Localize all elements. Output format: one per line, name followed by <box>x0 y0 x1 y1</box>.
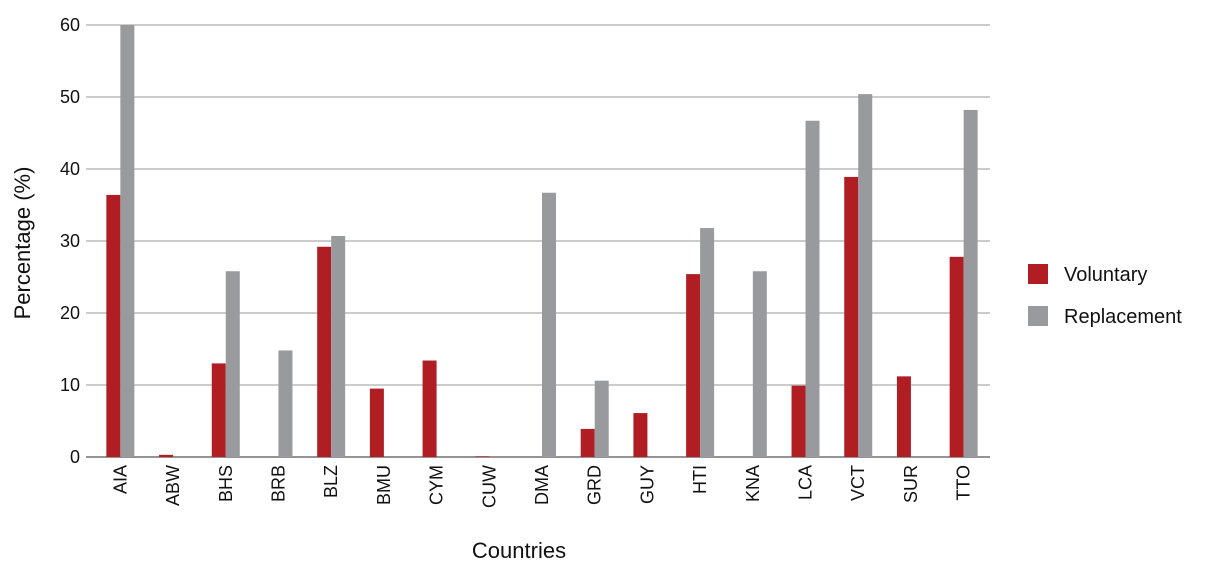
bar-replacement-dma <box>542 192 556 457</box>
bar-voluntary-grd <box>580 428 595 457</box>
bar-replacement-tto <box>963 109 978 458</box>
y-tick-label: 50 <box>60 87 80 107</box>
bar-voluntary-blz <box>317 246 332 457</box>
x-tick-label: TTO <box>954 465 974 501</box>
bar-voluntary-hti <box>686 274 701 457</box>
bars <box>106 25 978 458</box>
y-axis-ticks: 0 10 20 30 40 50 60 <box>60 15 80 467</box>
bar-replacement-grd <box>594 380 609 457</box>
x-axis-title: Countries <box>472 538 566 561</box>
x-tick-label: LCA <box>796 465 816 500</box>
bar-voluntary-bmu <box>369 388 384 457</box>
bar-replacement-blz <box>331 235 346 457</box>
x-tick-label: DMA <box>532 465 552 505</box>
y-tick-label: 0 <box>70 447 80 467</box>
legend-label-replacement: Replacement <box>1064 306 1182 328</box>
y-tick-label: 30 <box>60 231 80 251</box>
x-tick-label: VCT <box>848 465 868 501</box>
bar-voluntary-cuw <box>475 456 490 457</box>
bar-voluntary-guy <box>633 413 648 457</box>
bar-voluntary-cym <box>422 360 437 457</box>
bar-voluntary-abw <box>159 454 174 457</box>
legend-swatch-replacement <box>1028 306 1048 326</box>
y-tick-label: 60 <box>60 15 80 35</box>
bar-replacement-kna <box>752 271 767 457</box>
x-tick-label: BMU <box>374 465 394 505</box>
bar-replacement-aia <box>120 25 135 457</box>
x-tick-label: ABW <box>163 465 183 506</box>
y-tick-label: 10 <box>60 375 80 395</box>
bar-voluntary-aia <box>106 194 121 458</box>
bar-replacement-lca <box>805 120 820 457</box>
y-axis-title: Percentage (%) <box>10 167 35 320</box>
bar-voluntary-sur <box>896 376 911 457</box>
bar-replacement-bhs <box>225 271 240 457</box>
bar-replacement-hti <box>700 228 715 457</box>
bar-voluntary-vct <box>844 176 859 458</box>
x-tick-label: CUW <box>479 465 499 508</box>
bar-replacement-brb <box>278 350 293 457</box>
x-tick-label: GRD <box>585 465 605 505</box>
x-tick-label: SUR <box>901 465 921 503</box>
legend-swatch-voluntary <box>1028 264 1048 284</box>
x-tick-label: BLZ <box>321 465 341 498</box>
bar-voluntary-bhs <box>211 363 226 457</box>
x-tick-label: KNA <box>743 465 763 502</box>
x-axis-ticks: AIA ABW BHS BRB BLZ BMU CYM CUW DMA GRD GUY HTI KNA L… <box>110 465 973 508</box>
x-tick-label: AIA <box>110 465 130 494</box>
y-tick-label: 40 <box>60 159 80 179</box>
x-tick-label: CYM <box>427 465 447 505</box>
x-tick-label: GUY <box>637 465 657 504</box>
x-tick-label: BHS <box>216 465 236 502</box>
legend-label-voluntary: Voluntary <box>1064 264 1147 286</box>
x-tick-label: HTI <box>690 465 710 494</box>
legend: Voluntary Replacement <box>1028 264 1182 328</box>
bar-voluntary-lca <box>791 385 806 457</box>
x-tick-label: BRB <box>268 465 288 502</box>
y-tick-label: 20 <box>60 303 80 323</box>
bar-replacement-vct <box>858 94 873 458</box>
bar-voluntary-tto <box>949 256 964 457</box>
